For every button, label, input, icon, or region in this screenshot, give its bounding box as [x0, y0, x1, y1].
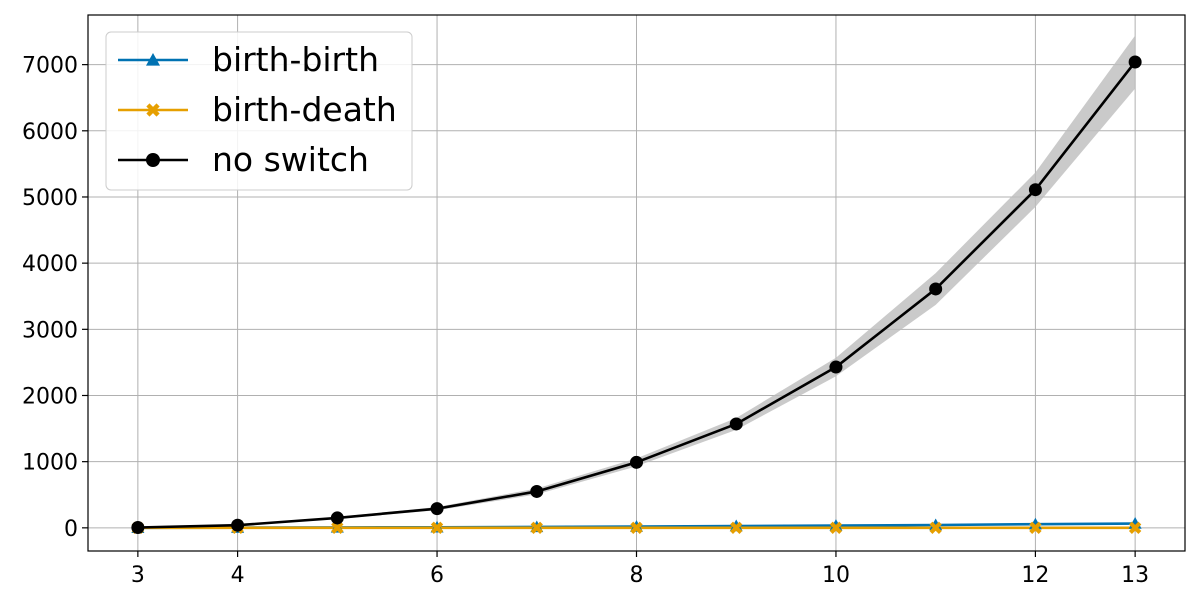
legend: birth-birth birth-death no switch — [105, 31, 413, 191]
x-tick-label: 4 — [231, 563, 245, 588]
grid — [88, 15, 1185, 551]
confidence-band — [137, 35, 1136, 528]
data-point — [630, 455, 643, 469]
data-point — [829, 521, 843, 534]
y-tick-label: 1000 — [22, 451, 78, 476]
legend-label: no switch — [212, 140, 369, 179]
y-tick-label: 7000 — [22, 54, 78, 79]
x-tick-label: 8 — [630, 563, 644, 588]
data-point — [530, 521, 543, 534]
data-point — [530, 484, 544, 498]
y-tick-label: 6000 — [22, 120, 78, 145]
data-point — [146, 53, 160, 66]
data-point — [929, 521, 942, 534]
legend-box — [105, 31, 413, 191]
data-point — [131, 521, 145, 535]
data-point — [430, 521, 444, 534]
confidence-bands — [137, 35, 1136, 528]
series-markers — [131, 55, 1142, 535]
legend-label: birth-birth — [212, 40, 379, 79]
y-tick-label: 5000 — [22, 186, 78, 211]
data-point — [146, 103, 160, 117]
legend-label: birth-death — [212, 90, 397, 129]
x-tick-label: 13 — [1121, 563, 1149, 588]
data-point — [1128, 521, 1142, 534]
x-tick-label: 6 — [430, 563, 444, 588]
data-point — [1128, 55, 1142, 69]
data-point — [630, 521, 643, 534]
y-tick-label: 3000 — [22, 318, 78, 343]
x-tick-label: 3 — [131, 563, 145, 588]
data-point — [1028, 183, 1042, 197]
data-point — [330, 511, 344, 525]
data-point — [730, 521, 743, 534]
y-tick-label: 0 — [64, 517, 78, 542]
data-point — [146, 153, 160, 167]
data-point — [829, 360, 843, 374]
x-tick-label: 10 — [822, 563, 850, 588]
axis-ticks: 3 4 6 8 10 12 13 0 1000 2000 3000 4000 5000 6000 7000 — [22, 54, 1149, 588]
x-tick-label: 12 — [1021, 563, 1049, 588]
data-point — [1029, 521, 1042, 534]
y-tick-label: 4000 — [22, 252, 78, 277]
data-point — [231, 518, 245, 532]
data-point — [929, 282, 943, 296]
data-point — [331, 521, 344, 534]
data-point — [729, 417, 743, 431]
data-point — [430, 502, 444, 516]
y-tick-label: 2000 — [22, 384, 78, 409]
